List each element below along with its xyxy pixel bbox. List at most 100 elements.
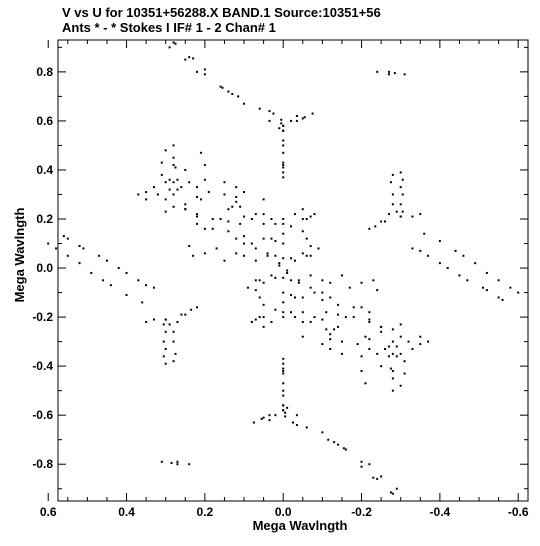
uv-point bbox=[380, 330, 383, 333]
plot-frame bbox=[57, 39, 529, 502]
uv-point bbox=[168, 46, 171, 49]
uv-point bbox=[329, 296, 332, 299]
uv-point bbox=[419, 335, 422, 338]
uv-point bbox=[329, 333, 332, 336]
uv-point bbox=[309, 286, 312, 289]
uv-point bbox=[360, 465, 363, 468]
uv-point bbox=[517, 291, 520, 294]
uv-point bbox=[446, 267, 449, 270]
uv-point bbox=[274, 222, 277, 225]
uv-point bbox=[243, 242, 246, 245]
uv-point bbox=[360, 460, 363, 463]
uv-point bbox=[231, 92, 234, 95]
uv-point bbox=[243, 102, 246, 105]
uv-point bbox=[329, 338, 332, 341]
x-tick-label: -0.6 bbox=[508, 505, 529, 519]
uv-point bbox=[403, 372, 406, 375]
uv-point bbox=[164, 362, 167, 365]
uv-point bbox=[297, 281, 300, 284]
uv-point bbox=[395, 345, 398, 348]
uv-point bbox=[497, 279, 500, 282]
uv-point bbox=[342, 447, 345, 450]
uv-point bbox=[391, 377, 394, 380]
uv-point bbox=[282, 311, 285, 314]
uv-point bbox=[313, 291, 316, 294]
uv-point bbox=[337, 325, 340, 328]
x-tick-label: -0.4 bbox=[430, 505, 451, 519]
uv-point bbox=[231, 205, 234, 208]
uv-point bbox=[172, 144, 175, 147]
uv-point bbox=[262, 237, 265, 240]
uv-point bbox=[391, 352, 394, 355]
uv-point bbox=[188, 463, 191, 466]
uv-point bbox=[160, 460, 163, 463]
uv-point bbox=[462, 254, 465, 257]
y-tick-label: 0.2 bbox=[36, 212, 53, 226]
uv-point bbox=[313, 213, 316, 216]
uv-point bbox=[227, 220, 230, 223]
uv-point bbox=[223, 259, 226, 262]
uv-point bbox=[176, 460, 179, 463]
uv-point bbox=[295, 423, 298, 426]
uv-point bbox=[360, 370, 363, 373]
uv-point bbox=[391, 193, 394, 196]
uv-point bbox=[168, 323, 171, 326]
uv-point bbox=[325, 311, 328, 314]
x-tick-label: 0.6 bbox=[40, 505, 57, 519]
uv-point bbox=[391, 370, 394, 373]
uv-point bbox=[282, 404, 285, 407]
uv-point bbox=[282, 301, 285, 304]
uv-point bbox=[235, 186, 238, 189]
uv-point bbox=[282, 176, 285, 179]
uv-point bbox=[282, 394, 285, 397]
x-tick-label: 0.2 bbox=[197, 505, 214, 519]
uv-point bbox=[387, 70, 390, 73]
uv-point bbox=[168, 178, 171, 181]
uv-point bbox=[55, 247, 58, 250]
uv-point bbox=[176, 188, 179, 191]
uv-point bbox=[295, 115, 298, 118]
uv-point bbox=[337, 313, 340, 316]
uv-point bbox=[164, 330, 167, 333]
uv-point bbox=[270, 218, 273, 221]
uv-point bbox=[243, 254, 246, 257]
uv-point bbox=[292, 421, 294, 424]
uv-point bbox=[278, 264, 281, 267]
chart-title: V vs U for 10351+56288.X BAND.1 Source:1… bbox=[62, 5, 381, 20]
uv-point bbox=[66, 254, 69, 257]
uv-point bbox=[411, 247, 414, 250]
data-points bbox=[47, 41, 520, 495]
uv-point bbox=[258, 279, 261, 282]
uv-point bbox=[282, 291, 285, 294]
uv-point bbox=[192, 254, 195, 257]
uv-point bbox=[391, 328, 394, 331]
uv-point bbox=[282, 257, 285, 260]
uv-point bbox=[327, 438, 330, 441]
uv-point bbox=[258, 107, 261, 110]
uv-point bbox=[145, 284, 148, 287]
uv-point bbox=[485, 271, 488, 274]
uv-point bbox=[399, 186, 402, 189]
uv-point bbox=[282, 144, 285, 147]
uv-point bbox=[329, 347, 332, 350]
uv-point bbox=[262, 303, 265, 306]
uv-point bbox=[254, 289, 257, 292]
uv-point bbox=[184, 203, 187, 206]
uv-point bbox=[172, 41, 175, 44]
uv-point bbox=[278, 262, 281, 265]
uv-point bbox=[290, 225, 293, 228]
uv-point bbox=[466, 279, 469, 282]
uv-point bbox=[387, 73, 390, 76]
uv-point bbox=[333, 441, 336, 444]
uv-point bbox=[262, 198, 265, 201]
uv-point bbox=[145, 198, 148, 201]
uv-point bbox=[246, 286, 249, 289]
uv-point bbox=[145, 191, 148, 194]
uv-point bbox=[286, 271, 289, 274]
uv-point bbox=[325, 328, 328, 331]
uv-point bbox=[321, 291, 324, 294]
uv-point bbox=[301, 296, 304, 299]
uv-point bbox=[380, 325, 383, 328]
uv-point bbox=[286, 269, 289, 272]
uv-point bbox=[203, 178, 206, 181]
